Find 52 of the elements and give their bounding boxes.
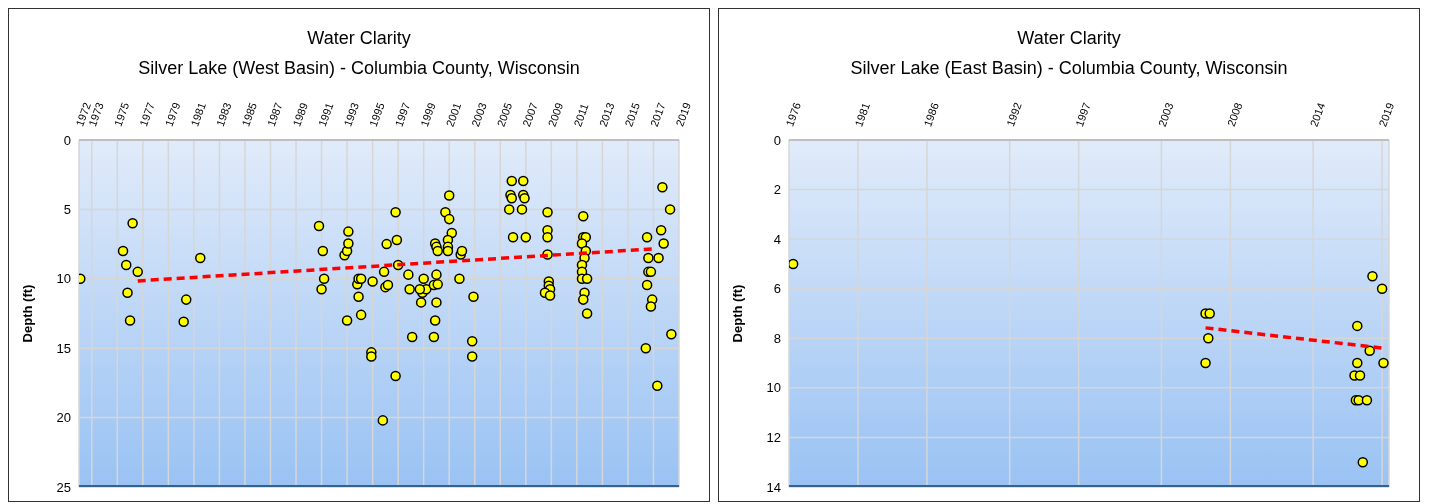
x-tick-label: 1976	[783, 100, 804, 129]
y-tick-label: 25	[56, 479, 71, 495]
x-tick-label: 2008	[1224, 100, 1245, 129]
y-tick-label: 6	[773, 281, 781, 297]
x-tick-label: 1991	[315, 100, 336, 129]
y-tick-label: 2	[773, 182, 781, 198]
x-tick-label: 2003	[469, 100, 489, 129]
chart-title: Water Clarity	[1016, 27, 1122, 50]
chart-subtitle: Silver Lake (West Basin) - Columbia County, Wisconsin	[137, 57, 581, 80]
y-tick-label: 12	[766, 430, 781, 446]
x-tick-label: 1986	[921, 100, 941, 129]
y-tick-label: 10	[56, 271, 71, 287]
x-tick-label: 2011	[571, 101, 591, 129]
x-tick-label: 1989	[290, 100, 311, 129]
x-tick-label: 2017	[647, 100, 668, 129]
x-tick-label: 1977	[137, 100, 157, 129]
chart-title: Water Clarity	[306, 27, 412, 50]
x-tick-label: 2005	[494, 100, 515, 129]
x-tick-label: 1985	[239, 100, 259, 129]
x-tick-label: 2019	[1376, 100, 1397, 129]
x-tick-label: 2009	[545, 100, 566, 129]
x-tick-label: 1997	[1073, 100, 1093, 129]
x-tick-label: 1987	[264, 100, 285, 129]
x-tick-label: 2014	[1307, 100, 1328, 129]
x-tick-label: 1992	[1004, 100, 1024, 129]
x-tick-label: 1981	[852, 100, 872, 129]
x-tick-label: 2007	[520, 100, 540, 129]
y-tick-label: 0	[63, 132, 71, 148]
x-tick-label: 1999	[418, 100, 438, 129]
x-tick-label: 1993	[341, 100, 362, 129]
x-tick-label: 2001	[443, 100, 464, 129]
x-tick-label: 2015	[622, 100, 642, 129]
chart-subtitle: Silver Lake (East Basin) - Columbia County, Wisconsin	[849, 57, 1289, 80]
x-tick-label: 1983	[213, 100, 234, 129]
y-axis-title: Depth (ft)	[729, 284, 745, 343]
y-tick-label: 8	[773, 330, 781, 346]
y-tick-label: 10	[766, 380, 781, 396]
y-tick-label: 14	[766, 479, 781, 495]
x-tick-label: 2003	[1155, 100, 1176, 129]
x-tick-label: 1979	[162, 100, 183, 129]
y-axis-title: Depth (ft)	[19, 284, 35, 343]
x-tick-label: 1997	[392, 100, 413, 129]
x-tick-label: 1981	[188, 100, 208, 129]
x-tick-label: 1975	[111, 100, 132, 129]
y-tick-label: 20	[56, 410, 71, 426]
x-tick-label: 2013	[596, 100, 617, 129]
y-tick-label: 15	[56, 340, 71, 356]
x-tick-label: 1995	[366, 100, 387, 129]
y-tick-label: 5	[63, 202, 71, 218]
y-tick-label: 0	[773, 132, 781, 148]
x-tick-label: 2019	[673, 100, 694, 129]
y-tick-label: 4	[773, 231, 781, 247]
